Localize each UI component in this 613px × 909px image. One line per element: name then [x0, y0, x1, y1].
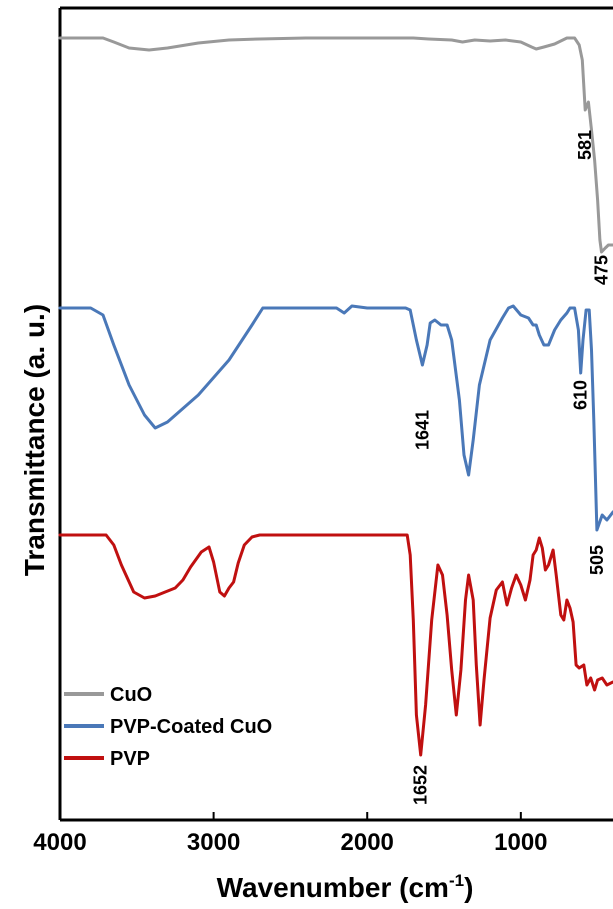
legend-label: PVP — [110, 748, 150, 770]
x-tick-label: 3000 — [187, 829, 240, 856]
peak-label: 610 — [571, 380, 591, 410]
peak-label: 1652 — [411, 765, 431, 805]
legend-label: PVP-Coated CuO — [110, 716, 272, 738]
peak-label: 475 — [592, 255, 612, 285]
x-axis-title-sup: -1 — [449, 871, 464, 890]
x-axis-title-end: ) — [464, 872, 473, 903]
x-tick-label: 4000 — [33, 829, 86, 856]
series-line-cuo — [58, 36, 613, 254]
x-axis-ticks: 4000 3000 2000 1000 — [33, 812, 548, 856]
peak-label: 505 — [587, 545, 607, 575]
annotation-layer: 581 475 1641 610 505 1652 — [411, 130, 612, 805]
x-axis-title-main: Wavenumber (cm — [217, 872, 449, 903]
peak-label: 581 — [575, 130, 595, 160]
series-line-pvp — [58, 533, 613, 757]
y-axis-title: Transmittance (a. u.) — [19, 304, 50, 576]
x-tick-label: 1000 — [494, 829, 547, 856]
peak-label: 1641 — [412, 410, 432, 450]
x-tick-label: 2000 — [341, 829, 394, 856]
legend-label: CuO — [110, 684, 152, 706]
series-layer — [58, 36, 613, 757]
legend: CuO PVP-Coated CuO PVP — [64, 684, 272, 770]
x-axis-title: Wavenumber (cm-1) — [217, 871, 474, 903]
series-line-pvp-coated-cuo — [58, 304, 613, 532]
